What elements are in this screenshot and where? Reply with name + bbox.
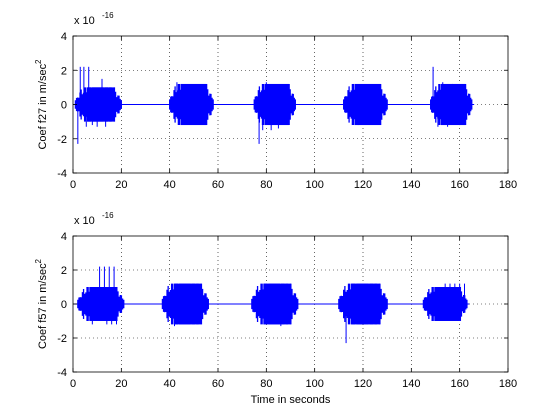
- x-tick-label: 180: [499, 378, 517, 390]
- x-tick-label: 160: [450, 378, 468, 390]
- y-tick-label: 0: [61, 299, 67, 311]
- series-group: [74, 66, 475, 144]
- burst-core-5: [434, 287, 461, 321]
- x-tick-label: 100: [305, 179, 323, 191]
- x-tick-label: 180: [499, 179, 517, 191]
- y-tick-label: -4: [57, 367, 67, 379]
- scale-factor: x 10: [74, 15, 95, 27]
- x-tick-label: 40: [164, 378, 176, 390]
- series-group: [74, 266, 470, 344]
- burst-core-5: [440, 83, 466, 126]
- x-tick-label: 60: [212, 378, 224, 390]
- x-tick-label: 120: [354, 179, 372, 191]
- scale-factor-exponent: -16: [102, 211, 114, 220]
- axes-1: 0 20 40 60 80 100 120 140 160 180 -4 -2 0 2 4 x 10 -16 Co…: [34, 11, 517, 191]
- x-tick-label: 160: [450, 179, 468, 191]
- x-tick-label: 100: [305, 378, 323, 390]
- scale-factor-exponent: -16: [102, 11, 114, 20]
- y-tick-label: -4: [57, 168, 67, 180]
- burst-core-2: [180, 83, 207, 126]
- x-tick-label: 140: [402, 378, 420, 390]
- burst-core-1: [89, 287, 117, 321]
- x-tick-label: 120: [354, 378, 372, 390]
- x-tick-label: 60: [212, 179, 224, 191]
- x-axis-label: Time in seconds: [251, 394, 331, 406]
- burst-core-3: [263, 283, 291, 325]
- y-tick-label: 0: [61, 100, 67, 112]
- y-tick-label: -2: [57, 134, 67, 146]
- scale-factor: x 10: [74, 215, 95, 227]
- burst-core-4: [354, 83, 381, 126]
- y-tick-label: 4: [61, 231, 67, 243]
- x-tick-label: 0: [70, 179, 76, 191]
- y-axis-label-superscript: 2: [34, 258, 43, 263]
- y-axis-label-text: Coef f27 in m/sec: [37, 63, 49, 149]
- y-axis-label-superscript: 2: [34, 59, 43, 64]
- y-tick-label: 2: [61, 265, 67, 277]
- burst-core-3: [264, 83, 290, 126]
- y-tick-label: -2: [57, 333, 67, 345]
- x-tick-label: 20: [115, 378, 127, 390]
- x-tick-label: 40: [164, 179, 176, 191]
- y-tick-label: 2: [61, 65, 67, 77]
- x-tick-label: 80: [260, 179, 272, 191]
- y-axis-label: Coef f27 in m/sec2: [34, 59, 49, 150]
- x-tick-label: 20: [115, 179, 127, 191]
- x-tick-label: 140: [402, 179, 420, 191]
- x-tick-label: 80: [260, 378, 272, 390]
- burst-core-1: [86, 87, 115, 122]
- x-tick-label: 0: [70, 378, 76, 390]
- burst-core-2: [173, 283, 202, 325]
- y-axis-label: Coef f57 in m/sec2: [34, 258, 49, 349]
- y-axis-label-text: Coef f57 in m/sec: [37, 263, 49, 349]
- y-tick-label: 4: [61, 31, 67, 43]
- axes-2: 0 20 40 60 80 100 120 140 160 180 -4 -2 0 2 4 x 10 -16 Co…: [34, 211, 517, 406]
